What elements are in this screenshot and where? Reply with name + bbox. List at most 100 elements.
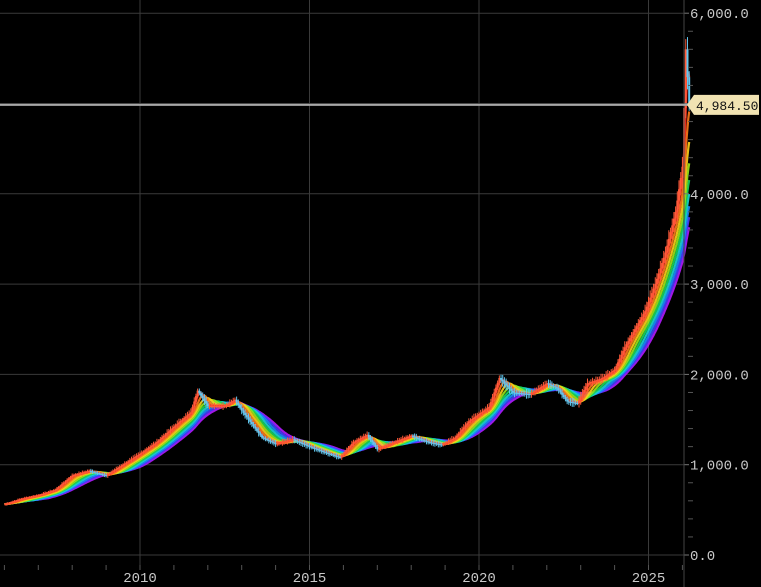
candle-body [83,472,86,474]
candle-body [350,444,353,446]
candle-body [72,475,75,477]
candle-body [115,469,118,471]
candle-body [235,399,238,403]
candle-body [40,494,43,496]
candle-body [416,437,419,439]
candle-body [181,419,184,421]
candle-body [454,437,457,439]
candle-body [240,407,243,411]
candle-body [627,341,630,345]
candle-body [298,441,301,443]
candle-body [210,406,213,408]
candle-body [415,437,418,439]
candle-body [233,399,236,401]
candle-body [79,473,82,475]
candle-body [22,498,25,500]
candle-body [108,473,111,475]
candle-body [44,493,47,495]
candle-body [549,384,552,386]
candle-body [532,392,535,394]
candle-body [147,447,150,450]
candle-body [476,415,479,417]
candle-body [184,416,187,419]
candle-body [425,440,428,442]
candle-body [466,423,469,426]
candle-body [364,435,367,437]
candle-body [344,451,347,454]
candle-body [111,471,114,473]
candle-body [32,496,35,498]
candle-body [125,462,128,464]
candle-body [611,371,614,373]
candle-body [25,497,28,499]
candle-body [94,472,97,474]
candle-body [525,393,528,395]
candle-body [186,415,189,417]
candle-body [232,400,235,402]
candle-body [586,383,589,387]
candle-body [257,430,260,434]
candle-body [510,388,513,391]
candle-body [400,439,403,441]
candle-body [603,376,606,378]
candle-body [444,443,447,445]
candle-body [6,503,9,505]
candle-body [654,284,657,289]
grid [0,0,684,565]
candle-body [515,392,518,394]
candle-body [171,428,174,430]
candle-body [528,394,531,396]
candle-body [389,443,392,445]
candle-body [447,441,450,443]
candle-body [86,471,89,473]
candle-body [77,473,80,475]
candle-body [140,452,143,454]
candle-body [174,425,177,427]
candle-body [206,403,209,407]
candle-body [220,406,223,408]
candle-body [367,434,370,438]
candle-body [661,263,664,269]
last-price-marker[interactable]: 4,984.50 [0,94,759,115]
candle-body [271,441,274,443]
candle-body [567,401,570,403]
candle-body [678,189,681,201]
candle-body [655,278,658,285]
candle-body [311,447,314,449]
candle-body [522,393,525,395]
candle-body [318,449,321,451]
candle-body [555,387,558,389]
candle-body [286,440,289,442]
candle-body [461,429,464,432]
candle-body [305,444,308,446]
candle-body [488,406,491,409]
candle-body [303,443,306,445]
candle-body [45,492,48,494]
candle-body [198,390,201,394]
candle-body [345,449,348,452]
candle-body [594,380,597,382]
candle-body [527,393,530,395]
candle-body [610,372,613,374]
candle-body [5,503,8,505]
candle-body [618,358,621,363]
candle-body [537,388,540,390]
candle-body [501,379,504,382]
candle-body [666,245,669,253]
candle-body [372,442,375,445]
candle-body [600,378,603,380]
candle-body [28,497,31,499]
candle-body [676,200,679,212]
candle-body [449,440,452,442]
candle-body [650,293,653,298]
candle-body [410,435,413,437]
y-tick-label: 2,000.0 [690,368,749,384]
candle-body [442,443,445,445]
candle-body [630,335,633,339]
candle-body [8,502,11,504]
candle-body [201,395,204,399]
candle-body [76,474,79,476]
candle-body [237,402,240,406]
